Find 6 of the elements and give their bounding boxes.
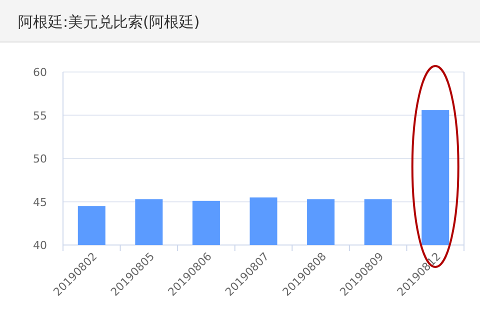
chart-title: 阿根廷:美元兑比索(阿根廷) [18,13,200,31]
y-tick-label: 60 [33,66,47,79]
y-tick-label: 40 [33,239,47,252]
y-tick-label: 50 [33,152,47,166]
y-tick-label: 45 [33,196,47,209]
y-tick-label: 55 [33,109,47,122]
